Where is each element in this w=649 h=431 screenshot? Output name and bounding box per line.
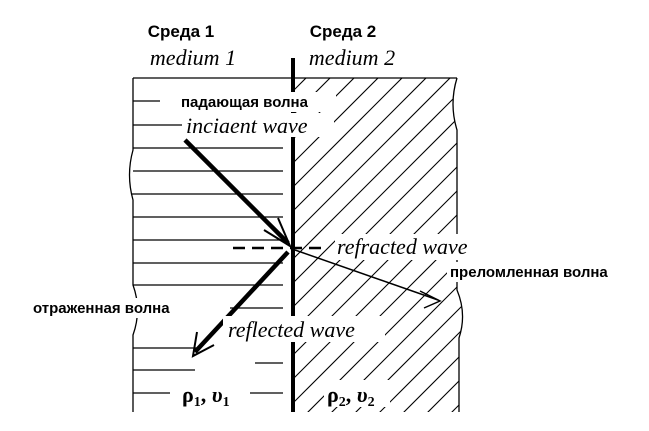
medium-1-title-ru: Среда 1	[148, 22, 215, 41]
refracted-wave-label-en: refracted wave	[337, 234, 468, 259]
incident-wave-label-ru: падающая волна	[181, 94, 309, 111]
medium-2-properties: ρ2, υ2	[327, 382, 375, 410]
refracted-wave-label-ru: преломленная волна	[450, 264, 608, 281]
incident-wave-label-en: inciaent wave	[186, 113, 308, 138]
reflected-wave-label-ru: отраженная волна	[33, 300, 170, 317]
medium-1-region	[128, 77, 293, 412]
reflected-wave-label-en: reflected wave	[228, 317, 355, 342]
refracted-ray	[294, 249, 442, 309]
medium-2-region	[293, 77, 464, 412]
medium-2-title-ru: Среда 2	[310, 22, 377, 41]
reflected-ray	[191, 250, 290, 358]
medium-1-title-en: medium 1	[150, 45, 236, 70]
medium-2-title-en: medium 2	[309, 45, 395, 70]
incident-ray	[183, 138, 293, 249]
medium-1-properties: ρ1, υ1	[182, 382, 230, 410]
